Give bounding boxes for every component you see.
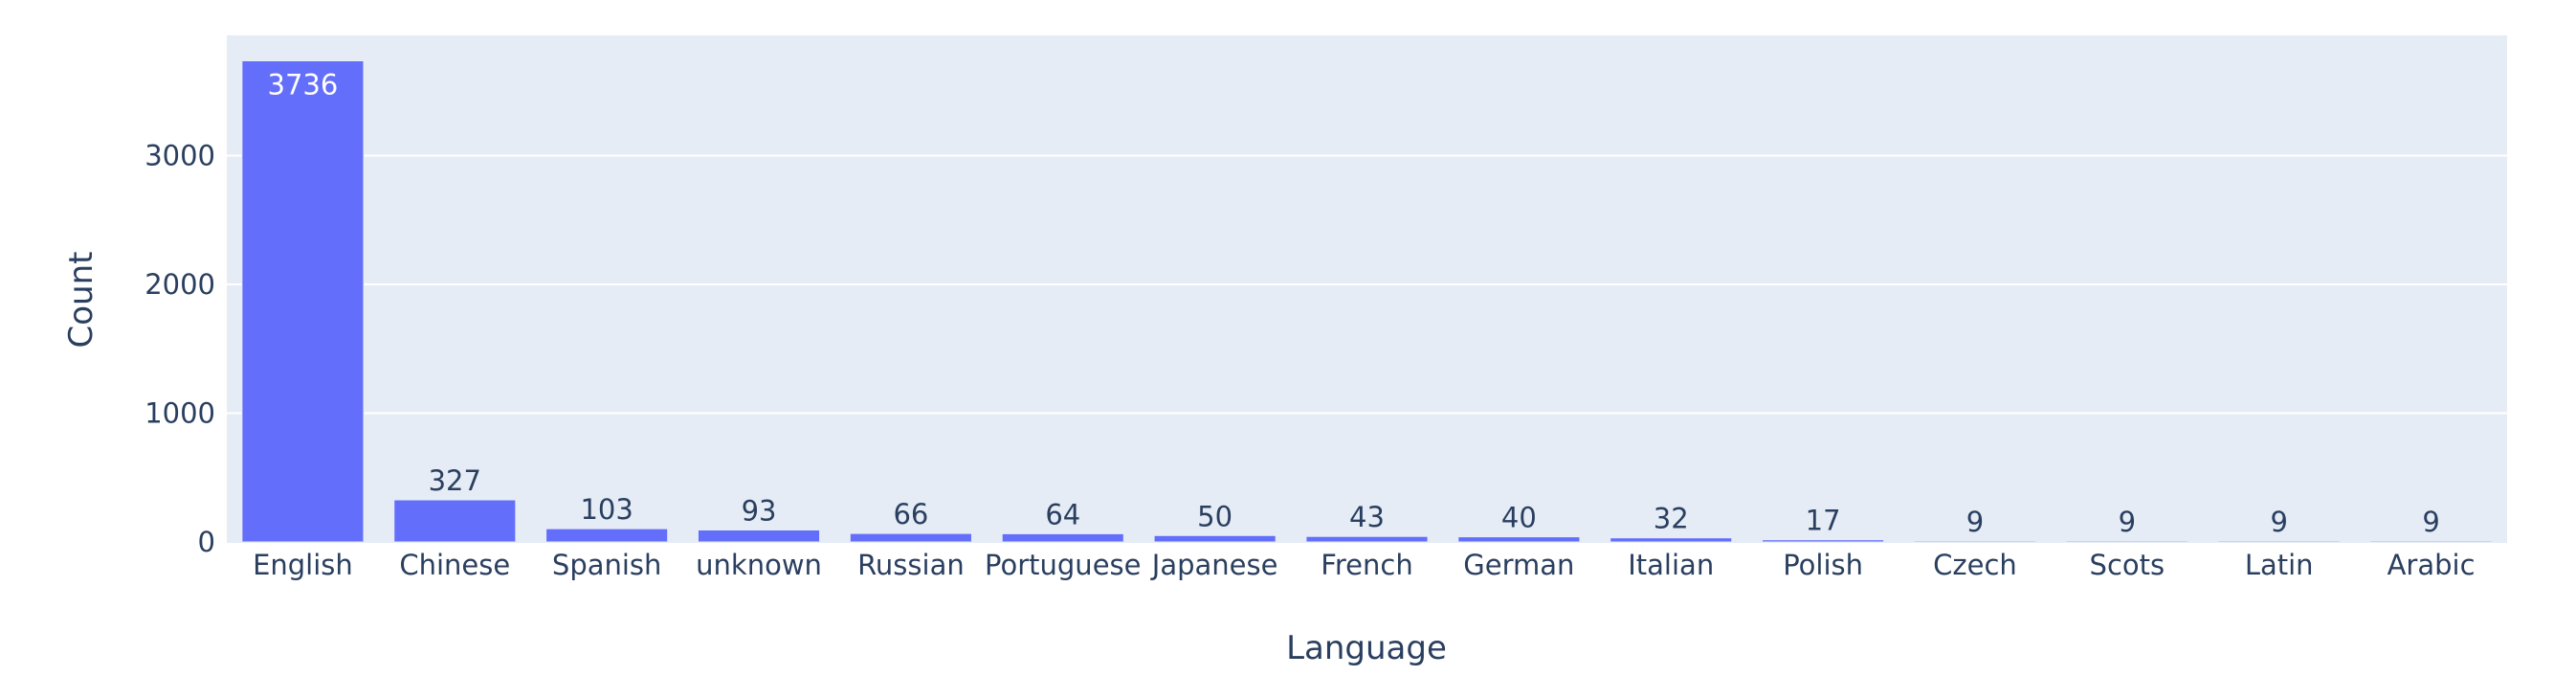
bar-russian [849,532,972,543]
x-tick-label: Polish [1783,549,1863,581]
data-label: 32 [1654,503,1689,535]
bar-spanish [545,528,669,543]
bar-czech [1913,540,2037,543]
x-tick-label: Russian [857,549,965,581]
data-label: 3736 [268,68,339,101]
x-tick-label: Japanese [1150,549,1278,581]
data-label: 9 [2422,506,2439,538]
x-tick-label: Spanish [552,549,662,581]
x-tick-label: Latin [2245,549,2314,581]
bar-latin [2217,540,2341,543]
x-tick-label: French [1321,549,1412,581]
y-axis-title: Count [62,252,100,349]
x-tick-label: Czech [1933,549,2017,581]
data-label: 9 [2119,506,2136,538]
x-tick-label: Portuguese [985,549,1141,581]
x-tick-label: Chinese [399,549,510,581]
data-label: 66 [893,498,928,530]
x-tick-label: Scots [2090,549,2165,581]
tick-labels: 0 1000 2000 3000 English Chinese Spanish unknow… [144,139,2475,581]
bars: 3736 327 103 93 66 64 50 43 40 32 17 9 9 9 9 [241,59,2493,543]
bar-german [1457,536,1581,543]
data-label: 50 [1197,500,1232,532]
data-label: 64 [1045,498,1080,530]
x-tick-label: English [253,549,353,581]
y-tick-label: 1000 [144,396,215,429]
bar-chinese [393,499,517,543]
bar-arabic [2369,540,2493,543]
bar-french [1305,535,1429,543]
data-label: 43 [1349,501,1385,533]
data-label: 103 [580,493,633,526]
y-tick-label: 2000 [144,268,215,301]
y-tick-label: 0 [198,526,215,558]
bar-polish [1762,539,1885,543]
data-label: 93 [742,494,777,527]
x-tick-label: Arabic [2387,549,2476,581]
data-label: 40 [1501,502,1537,534]
bar-english [241,59,365,543]
bar-portuguese [1001,532,1124,543]
x-tick-label: unknown [696,549,822,581]
data-label: 9 [2270,506,2287,538]
data-label: 17 [1806,505,1841,537]
plot-background [227,35,2507,543]
x-axis-title: Language [1286,629,1447,667]
gridlines [227,154,2507,415]
x-tick-label: Italian [1628,549,1714,581]
bar-japanese [1153,534,1277,543]
x-tick-label: German [1463,549,1574,581]
bar-italian [1610,537,1733,543]
bar-unknown [697,529,821,543]
data-label: 327 [429,464,481,497]
bar-scots [2065,540,2188,543]
data-label: 9 [1966,506,1984,538]
y-tick-label: 3000 [144,139,215,171]
